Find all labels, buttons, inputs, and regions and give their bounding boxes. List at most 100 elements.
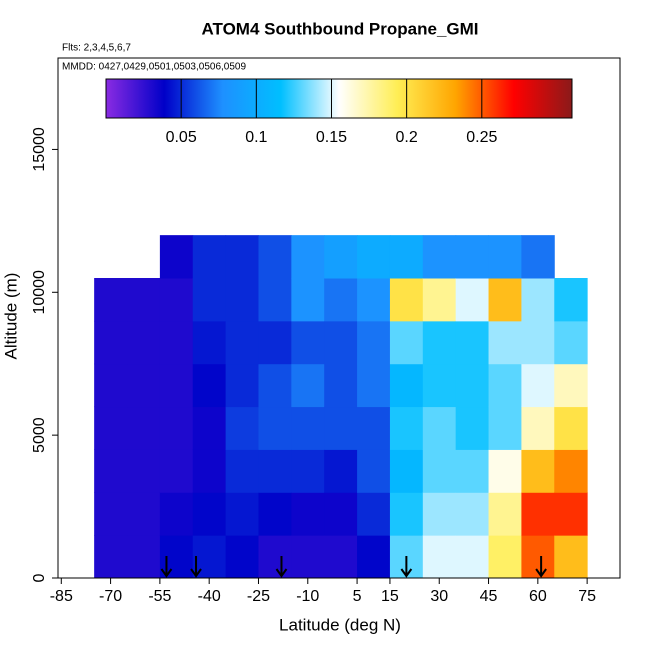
heat-cell — [357, 363, 391, 408]
heat-cell — [324, 320, 358, 365]
heat-cell — [455, 535, 490, 579]
heat-cell — [554, 535, 588, 579]
heat-cell — [521, 492, 555, 536]
heat-cell — [127, 449, 161, 493]
heat-cell — [422, 363, 457, 408]
heat-cell — [488, 492, 522, 536]
heat-cell — [94, 320, 128, 365]
colorbar — [105, 78, 573, 119]
heat-cell — [389, 363, 424, 408]
heat-cell — [422, 235, 457, 279]
heat-cell — [159, 492, 194, 536]
x-axis-label: Latitude (deg N) — [279, 615, 401, 634]
heat-cell — [159, 278, 194, 322]
heat-cell — [225, 535, 259, 579]
flight-arrow — [190, 556, 202, 578]
x-tick-label: 30 — [430, 588, 448, 605]
heat-cell — [258, 492, 292, 536]
heat-cell — [291, 406, 325, 450]
heat-cell — [389, 278, 424, 322]
heat-cell — [488, 363, 522, 408]
plot-frame — [57, 57, 621, 579]
x-tick-label: -25 — [247, 588, 270, 605]
heat-cell — [225, 449, 259, 493]
heat-cell — [455, 492, 490, 536]
heat-cell — [225, 278, 259, 322]
heat-cell — [389, 492, 424, 536]
y-tick-label: 5000 — [31, 417, 48, 453]
heat-cell — [422, 320, 457, 365]
heat-cell — [127, 278, 161, 322]
heat-cell — [488, 235, 522, 279]
heat-cell — [455, 449, 490, 493]
heat-cell — [127, 320, 161, 365]
colorbar-tick-label: 0.1 — [245, 129, 267, 146]
heat-cell — [357, 535, 391, 579]
heat-cell — [258, 235, 292, 279]
heat-cell — [554, 406, 588, 450]
heat-cell — [455, 363, 490, 408]
heat-cell — [422, 278, 457, 322]
heat-cell — [258, 363, 292, 408]
annotation: MMDD: 0427,0429,0501,0503,0506,0509 — [62, 62, 246, 73]
heat-cell — [357, 492, 391, 536]
heat-cell — [258, 449, 292, 493]
heat-cell — [225, 235, 259, 279]
heat-cell — [455, 235, 490, 279]
flight-arrow — [535, 556, 547, 578]
heat-cell — [521, 235, 555, 279]
heat-cell — [357, 406, 391, 450]
heat-cell — [488, 535, 522, 579]
heat-cell — [291, 235, 325, 279]
heat-cell — [324, 535, 358, 579]
heat-cell — [258, 278, 292, 322]
heat-cell — [94, 449, 128, 493]
heat-cell — [357, 449, 391, 493]
heat-cell — [127, 535, 161, 579]
x-tick-label: 5 — [353, 588, 362, 605]
heat-cell — [291, 535, 325, 579]
heat-cell — [357, 278, 391, 322]
heat-cell — [225, 406, 259, 450]
heat-cell — [127, 363, 161, 408]
heat-cell — [554, 449, 588, 493]
heat-cell — [455, 278, 490, 322]
heat-cell — [225, 320, 259, 365]
flight-arrow — [275, 556, 288, 578]
heat-cell — [192, 363, 227, 408]
heat-cell — [225, 492, 259, 536]
heat-cell — [192, 492, 227, 536]
y-tick-label: 10000 — [31, 270, 48, 315]
heat-cell — [94, 492, 128, 536]
heat-cell — [554, 278, 588, 322]
heat-cell — [192, 449, 227, 493]
heat-cell — [291, 278, 325, 322]
y-tick-label: 15000 — [31, 127, 48, 172]
heat-cell — [521, 320, 555, 365]
heat-cell — [389, 320, 424, 365]
heat-cell — [258, 406, 292, 450]
colorbar-tick-label: 0.25 — [466, 129, 497, 146]
x-tick-label: 45 — [480, 588, 498, 605]
heat-cell — [291, 363, 325, 408]
heat-cell — [94, 278, 128, 322]
heat-cell — [554, 492, 588, 536]
heat-cell — [357, 235, 391, 279]
heat-cell — [422, 492, 457, 536]
x-tick-label: -85 — [50, 588, 73, 605]
y-axis-label: Altitude (m) — [1, 273, 20, 360]
heat-cell — [521, 278, 555, 322]
heat-cell — [521, 406, 555, 450]
heat-cell — [127, 492, 161, 536]
heat-cell — [488, 449, 522, 493]
heat-cell — [192, 278, 227, 322]
x-tick-label: -40 — [198, 588, 221, 605]
heat-cell — [291, 492, 325, 536]
heat-cell — [521, 363, 555, 408]
colorbar-tick-label: 0.15 — [316, 129, 347, 146]
x-tick-label: -55 — [148, 588, 171, 605]
x-tick-label: 15 — [381, 588, 399, 605]
heat-cell — [488, 320, 522, 365]
heat-cell — [324, 235, 358, 279]
